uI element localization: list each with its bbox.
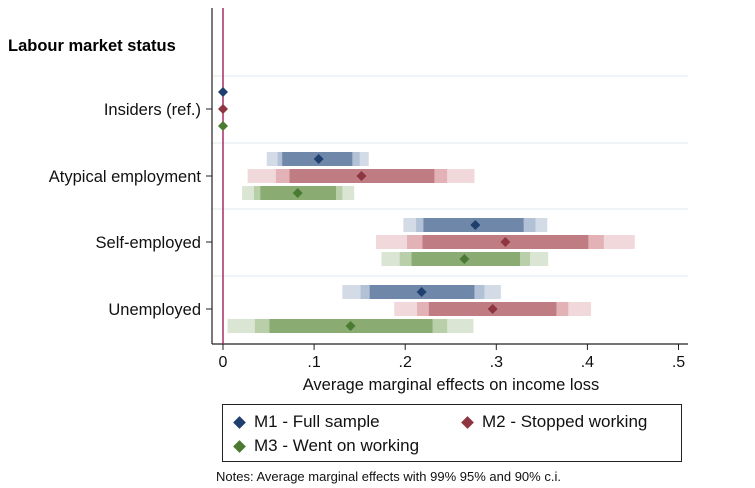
- y-category-label: Self-employed: [96, 234, 201, 252]
- legend-label-m2: M2 - Stopped working: [482, 412, 648, 431]
- legend: M1 - Full sample M2 - Stopped working M3…: [222, 404, 682, 462]
- gridlines: [212, 75, 688, 277]
- x-tick-label: 0: [219, 354, 228, 371]
- legend-marker-m1: [233, 415, 246, 429]
- y-category-label: Unemployed: [108, 301, 201, 319]
- point-estimate-marker: [313, 154, 324, 164]
- point-estimate-marker: [218, 87, 228, 97]
- legend-marker-m2: [461, 415, 474, 429]
- point-estimate-marker: [356, 171, 367, 181]
- point-estimate-marker: [416, 287, 427, 297]
- point-estimates: [218, 87, 511, 331]
- x-tick-label: .2: [399, 354, 412, 371]
- y-category-label: Insiders (ref.): [104, 101, 201, 119]
- y-axis-categories: Insiders (ref.) Atypical employment Self-e…: [49, 101, 212, 319]
- legend-label-m1: M1 - Full sample: [254, 412, 380, 431]
- chart-notes: Notes: Average marginal effects with 99%…: [216, 469, 561, 484]
- legend-marker-m3: [233, 439, 246, 453]
- point-estimate-marker: [218, 104, 228, 114]
- point-estimate-marker: [487, 304, 498, 314]
- confidence-intervals: [227, 152, 635, 333]
- y-category-label: Atypical employment: [49, 168, 202, 186]
- point-estimate-marker: [292, 188, 303, 198]
- point-estimate-marker: [459, 254, 470, 264]
- group-heading: Labour market status: [8, 37, 176, 55]
- point-estimate-marker: [345, 321, 356, 331]
- x-tick-label: .5: [672, 354, 685, 371]
- point-estimate-marker: [470, 220, 481, 230]
- x-tick-label: .1: [307, 354, 320, 371]
- x-axis-label: Average marginal effects on income loss: [303, 376, 600, 394]
- legend-item-m2: M2 - Stopped working: [461, 412, 648, 432]
- point-estimate-marker: [218, 121, 228, 131]
- legend-item-m1: M1 - Full sample: [233, 412, 380, 432]
- legend-item-m3: M3 - Went on working: [233, 436, 420, 456]
- x-axis-ticks: 0 .1 .2 .3 .4 .5: [219, 344, 685, 371]
- x-tick-label: .3: [490, 354, 503, 371]
- x-tick-label: .4: [581, 354, 594, 371]
- point-estimate-marker: [500, 237, 511, 247]
- legend-label-m3: M3 - Went on working: [254, 436, 420, 455]
